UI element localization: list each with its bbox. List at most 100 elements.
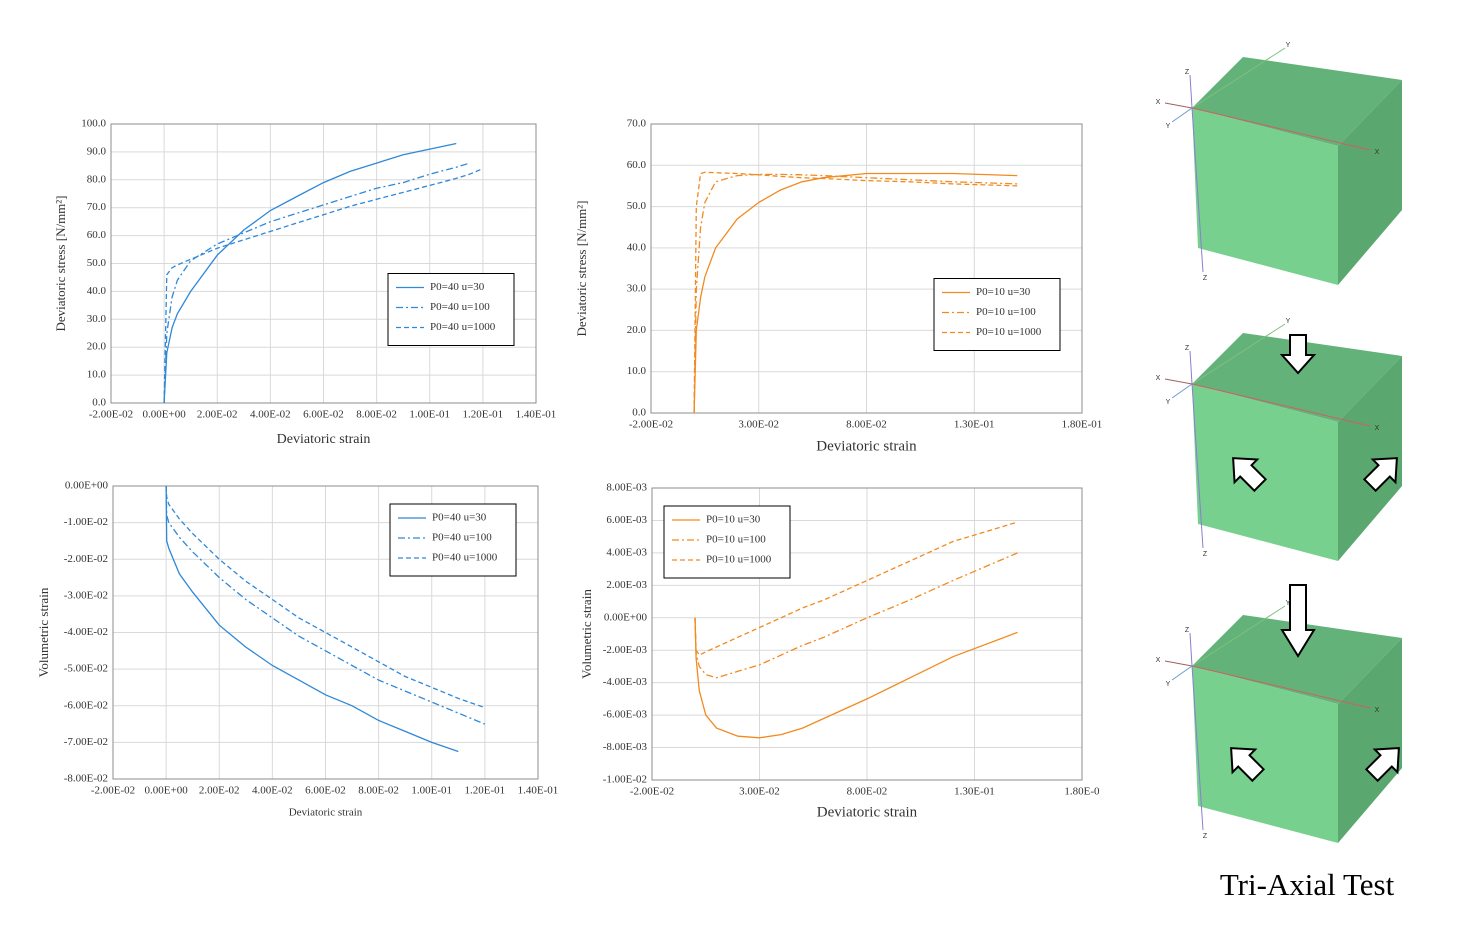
series-line bbox=[163, 142, 457, 404]
x-tick-label: 6.00E-02 bbox=[305, 785, 346, 797]
series-line bbox=[165, 485, 486, 725]
chart: 0.00E+00 -1.00E-02 -2.00E-02 -3.00E-02 -4.00… bbox=[36, 480, 558, 819]
y-tick-label: 6.00E-03 bbox=[606, 514, 647, 526]
plot-frame bbox=[650, 123, 1083, 414]
cube-illustrations: Y Z X Y X Z Y Z X Y X Z Y Z X Y X Z bbox=[1156, 42, 1412, 844]
x-tick-label: 1.20E-01 bbox=[463, 409, 504, 421]
y-tick-label: 70.0 bbox=[87, 201, 107, 213]
y-tick-label: 90.0 bbox=[87, 145, 107, 157]
plot-frame bbox=[112, 485, 539, 780]
x-tick-label: 2.00E-02 bbox=[197, 409, 238, 421]
legend-label: P0=40 u=100 bbox=[430, 301, 490, 313]
legend-label: P0=40 u=30 bbox=[432, 512, 487, 524]
series-line bbox=[694, 552, 1018, 679]
chart: 8.00E-03 6.00E-03 4.00E-03 2.00E-03 0.00E+00… bbox=[579, 482, 1100, 821]
axis-letter: X bbox=[1375, 425, 1380, 432]
series-line bbox=[165, 485, 486, 709]
series-line bbox=[693, 173, 1018, 414]
y-tick-label: -6.00E-03 bbox=[603, 709, 648, 721]
charts: 0.0 10.0 20.0 30.0 40.0 50.0 60.0 70.0 80.0 90.0 1… bbox=[36, 118, 1102, 821]
plot-frame bbox=[110, 123, 537, 404]
axis-letter: Z bbox=[1203, 551, 1208, 558]
y-tick-label: 70.0 bbox=[627, 118, 647, 130]
axis-letter: Z bbox=[1203, 275, 1208, 282]
y-tick-label: 30.0 bbox=[627, 283, 647, 295]
legend-box bbox=[663, 505, 791, 579]
legend-box bbox=[387, 273, 515, 346]
y-tick-label: 10.0 bbox=[87, 369, 107, 381]
x-tick-label: 1.30E-01 bbox=[954, 786, 995, 798]
x-tick-label: -2.00E-02 bbox=[91, 785, 135, 797]
cube bbox=[1164, 605, 1403, 844]
cube bbox=[1164, 323, 1403, 562]
legend-label: P0=40 u=30 bbox=[430, 281, 485, 293]
y-tick-label: 2.00E-03 bbox=[606, 579, 647, 591]
axis-letter: Z bbox=[1185, 69, 1190, 76]
y-axis-title: Volumetric strain bbox=[36, 587, 51, 677]
axis-letter: Y bbox=[1286, 318, 1291, 325]
y-tick-label: 4.00E-03 bbox=[606, 546, 647, 558]
series-line bbox=[694, 617, 1018, 739]
axis-letter: X bbox=[1156, 657, 1161, 664]
cube bbox=[1164, 47, 1403, 286]
y-tick-label: 50.0 bbox=[627, 200, 647, 212]
axis-letter: Y bbox=[1286, 600, 1291, 607]
y-tick-label: 50.0 bbox=[87, 257, 107, 269]
y-tick-label: -1.00E-02 bbox=[64, 516, 108, 528]
legend-label: P0=10 u=30 bbox=[706, 514, 761, 526]
caption: Tri-Axial Test bbox=[1220, 867, 1395, 902]
y-tick-label: 60.0 bbox=[627, 159, 647, 171]
y-axis-title: Deviatoric stress [N/mm²] bbox=[53, 195, 68, 331]
axis-letter: Z bbox=[1203, 833, 1208, 840]
axis-letter: X bbox=[1375, 707, 1380, 714]
x-tick-label: 1.80E-01 bbox=[1062, 419, 1103, 431]
x-tick-label: 3.00E-02 bbox=[739, 786, 780, 798]
x-tick-label: -2.00E-02 bbox=[630, 786, 674, 798]
legend-label: P0=40 u=100 bbox=[432, 532, 492, 544]
x-tick-label: 4.00E-02 bbox=[250, 409, 291, 421]
x-tick-label: 0.00E+00 bbox=[143, 409, 187, 421]
x-tick-label: 1.80E-0 bbox=[1064, 786, 1100, 798]
y-tick-label: 100.0 bbox=[81, 118, 106, 130]
x-tick-label: 8.00E-02 bbox=[358, 785, 399, 797]
axis-letter: X bbox=[1375, 149, 1380, 156]
legend-label: P0=10 u=100 bbox=[706, 534, 766, 546]
axis-letter: Z bbox=[1185, 345, 1190, 352]
x-tick-label: 8.00E-02 bbox=[846, 419, 887, 431]
y-tick-label: -8.00E-02 bbox=[64, 773, 108, 785]
x-axis-title: Deviatoric strain bbox=[277, 432, 371, 447]
x-tick-label: 3.00E-02 bbox=[738, 419, 779, 431]
y-tick-label: -6.00E-02 bbox=[64, 699, 108, 711]
y-tick-label: -5.00E-02 bbox=[64, 663, 108, 675]
x-tick-label: 1.40E-01 bbox=[518, 785, 559, 797]
y-tick-label: -4.00E-02 bbox=[64, 626, 108, 638]
x-axis-title: Deviatoric strain bbox=[817, 804, 918, 820]
series-line bbox=[163, 168, 484, 404]
x-tick-label: 1.40E-01 bbox=[516, 409, 557, 421]
x-tick-label: 4.00E-02 bbox=[252, 785, 293, 797]
legend-label: P0=40 u=1000 bbox=[432, 552, 498, 564]
series-line bbox=[163, 162, 470, 404]
y-tick-label: 60.0 bbox=[87, 229, 107, 241]
x-tick-label: 1.30E-01 bbox=[954, 419, 995, 431]
x-tick-label: -2.00E-02 bbox=[89, 409, 133, 421]
axis-letter: Y bbox=[1166, 399, 1171, 406]
legend-label: P0=40 u=1000 bbox=[430, 321, 496, 333]
axis-letter: X bbox=[1156, 375, 1161, 382]
y-tick-label: -4.00E-03 bbox=[603, 676, 648, 688]
x-tick-label: 0.00E+00 bbox=[145, 785, 189, 797]
x-axis-title: Deviatoric strain bbox=[289, 807, 363, 819]
legend-label: P0=10 u=100 bbox=[976, 306, 1036, 318]
y-tick-label: 40.0 bbox=[627, 241, 647, 253]
x-tick-label: 1.20E-01 bbox=[465, 785, 506, 797]
x-tick-label: 2.00E-02 bbox=[199, 785, 240, 797]
y-axis-title: Deviatoric stress [N/mm²] bbox=[574, 200, 589, 336]
y-tick-label: 20.0 bbox=[627, 324, 647, 336]
series-line bbox=[693, 171, 1018, 414]
legend-label: P0=10 u=30 bbox=[976, 286, 1031, 298]
series-line bbox=[693, 172, 1018, 414]
x-axis-title: Deviatoric strain bbox=[816, 438, 917, 454]
y-tick-label: 0.00E+00 bbox=[604, 611, 648, 623]
y-tick-label: 40.0 bbox=[87, 285, 107, 297]
